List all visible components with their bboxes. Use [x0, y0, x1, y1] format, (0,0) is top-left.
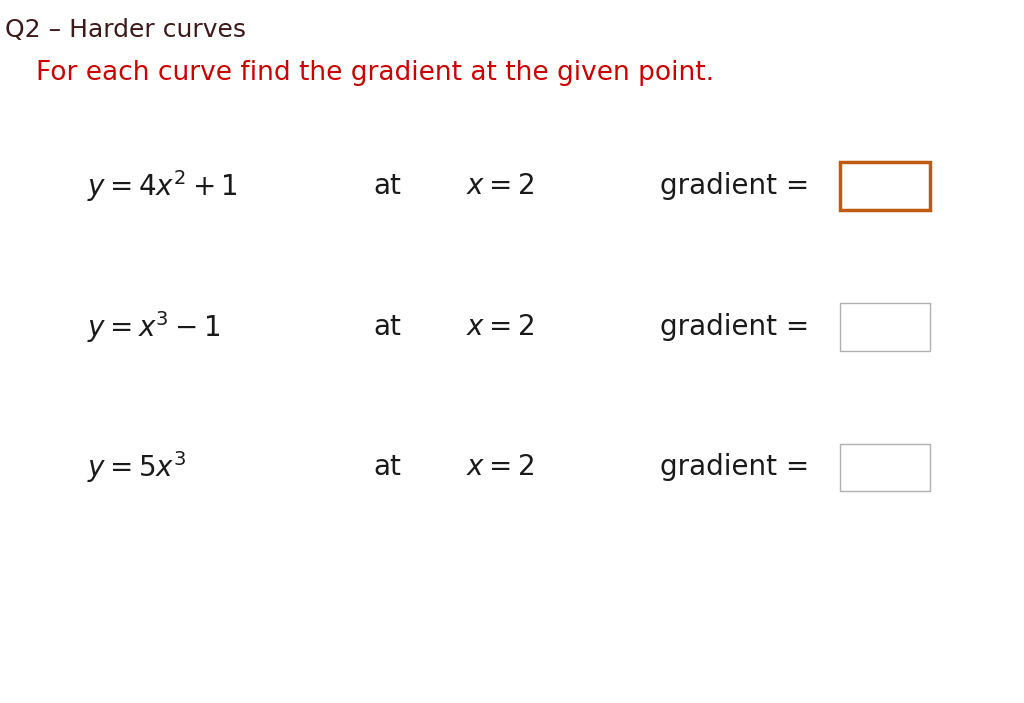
Text: $y = 5x^3$: $y = 5x^3$ [87, 449, 186, 486]
Text: For each curve find the gradient at the given point.: For each curve find the gradient at the … [36, 60, 714, 86]
Text: $x = 2$: $x = 2$ [466, 172, 534, 200]
Text: $y = 4x^2 + 1$: $y = 4x^2 + 1$ [87, 168, 238, 205]
Text: Q2 – Harder curves: Q2 – Harder curves [5, 18, 246, 41]
Text: $y = x^3 - 1$: $y = x^3 - 1$ [87, 309, 220, 345]
Text: gradient =: gradient = [660, 313, 810, 341]
Text: $x = 2$: $x = 2$ [466, 313, 534, 341]
Text: gradient =: gradient = [660, 172, 810, 200]
Text: at: at [374, 313, 401, 341]
FancyBboxPatch shape [840, 303, 930, 351]
Text: at: at [374, 172, 401, 200]
Text: at: at [374, 453, 401, 482]
FancyBboxPatch shape [840, 444, 930, 491]
Text: $x = 2$: $x = 2$ [466, 453, 534, 482]
Text: gradient =: gradient = [660, 453, 810, 482]
FancyBboxPatch shape [840, 162, 930, 210]
